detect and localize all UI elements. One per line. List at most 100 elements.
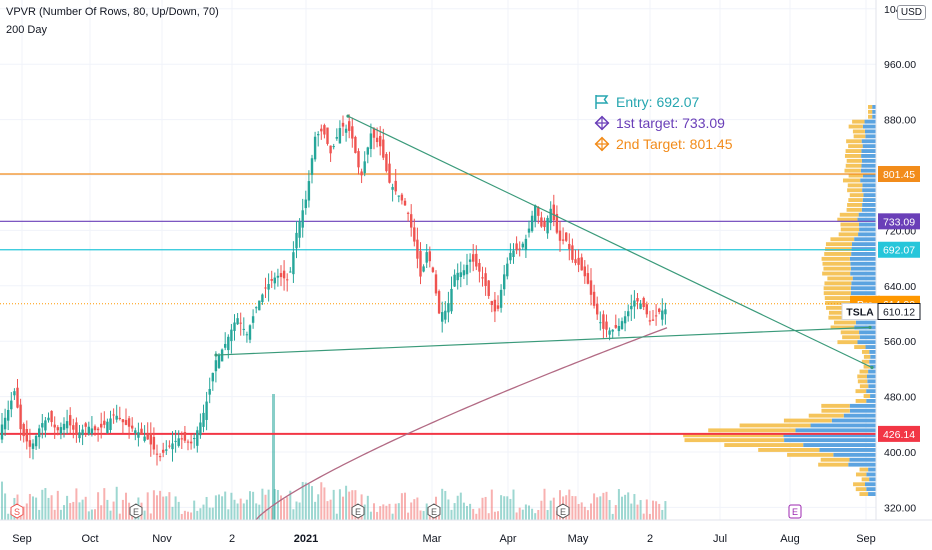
candle-body	[149, 433, 152, 445]
volume-bar	[103, 488, 106, 520]
volume-bar	[518, 507, 521, 520]
volume-bar	[400, 493, 403, 520]
candle-body	[400, 194, 404, 201]
candle-body	[385, 154, 388, 172]
candle-body	[53, 424, 56, 428]
volume-bar	[596, 497, 599, 520]
last-price-text: 610.12	[883, 306, 915, 318]
volume-bar	[63, 505, 65, 520]
volume-bar	[428, 512, 431, 520]
candle-body	[211, 372, 214, 382]
volume-bar	[242, 503, 245, 520]
candle-body	[487, 280, 490, 297]
candle-body	[96, 428, 100, 431]
x-tick-label: Jul	[713, 533, 727, 545]
volume-bar	[270, 507, 273, 520]
volume-bar	[69, 503, 72, 520]
volume-profile-down	[830, 237, 855, 242]
candle-body	[552, 204, 555, 221]
first-target-annotation[interactable]: 1st target: 733.09	[594, 115, 725, 131]
volume-profile-down	[859, 467, 869, 472]
candle-body	[661, 310, 664, 320]
candle-body	[459, 272, 462, 278]
candle-body	[227, 336, 230, 351]
level-price-text: 733.09	[883, 216, 915, 228]
candle-body	[465, 264, 469, 275]
y-tick-label: 400.00	[884, 447, 916, 459]
volume-bar	[106, 499, 109, 520]
volume-bar	[295, 501, 298, 520]
volume-bar	[624, 494, 627, 520]
candle-body	[177, 438, 180, 446]
crosshair-icon	[594, 136, 610, 152]
volume-profile-up	[843, 413, 876, 418]
volume-profile-down	[863, 354, 871, 359]
candle-body	[645, 304, 648, 315]
second-target-annotation[interactable]: 2nd Target: 801.45	[594, 136, 733, 152]
candle-body	[602, 314, 605, 329]
currency-label[interactable]: USD	[896, 5, 926, 20]
volume-bar	[171, 506, 174, 520]
candle-body	[78, 432, 81, 439]
volume-bar	[193, 500, 196, 520]
candle-body	[199, 422, 202, 436]
candle-body	[524, 238, 528, 251]
volume-profile-up	[854, 237, 876, 242]
volume-bar	[462, 502, 465, 520]
volume-profile-down	[855, 472, 867, 477]
volume-bar	[32, 496, 34, 520]
candle-body	[518, 248, 521, 250]
volume-bar	[227, 509, 230, 520]
volume-bar	[639, 500, 642, 520]
indicator-label[interactable]: VPVR (Number Of Rows, 80, Up/Down, 70)	[6, 6, 219, 18]
candle-body	[496, 305, 500, 309]
volume-profile-down	[868, 109, 873, 114]
volume-profile-down	[868, 114, 873, 119]
candle-body	[298, 221, 301, 238]
event-marker-label: E	[133, 507, 139, 517]
level-price-tag	[878, 425, 920, 442]
volume-profile-up	[862, 203, 876, 207]
volume-bar	[524, 504, 527, 520]
candle-body	[589, 280, 593, 295]
volume-profile-down	[844, 154, 862, 158]
volume-profile-up	[803, 443, 876, 447]
volume-profile-down	[861, 477, 870, 482]
entry-annotation[interactable]: Entry: 692.07	[594, 94, 699, 110]
volume-profile-down	[823, 286, 851, 291]
earnings-marker	[556, 503, 570, 519]
last-price-tag	[877, 302, 921, 320]
volume-bar	[221, 496, 224, 520]
candle-body	[220, 349, 224, 362]
candle-body	[419, 250, 422, 277]
candle-body	[255, 307, 258, 309]
candlestick-series	[0, 114, 667, 466]
volume-bar	[611, 513, 614, 520]
volume-profile-down	[821, 403, 850, 408]
candle-body	[155, 453, 159, 455]
volume-bar	[128, 502, 131, 520]
volume-bar	[537, 509, 540, 520]
volume-profile-down	[857, 379, 868, 384]
candle-body	[112, 414, 115, 416]
candle-body	[304, 199, 307, 209]
volume-bar	[320, 482, 323, 520]
candle-body	[363, 161, 366, 174]
x-tick-label: Aug	[780, 533, 800, 545]
candle-body	[72, 425, 75, 430]
volume-profile-up	[851, 281, 876, 286]
volume-profile-down	[825, 242, 852, 247]
volume-profile-up	[866, 389, 876, 394]
candle-body	[292, 252, 295, 275]
volume-bar	[645, 499, 648, 520]
event-marker-label: S	[14, 507, 20, 517]
volume-profile-down	[855, 389, 867, 394]
candle-body	[639, 303, 642, 309]
ma-label[interactable]: 200 Day	[6, 24, 47, 36]
candle-body	[425, 252, 428, 263]
volume-profile-down	[821, 256, 850, 261]
volume-bar	[493, 511, 496, 520]
volume-bar	[369, 511, 372, 520]
volume-profile-up	[869, 359, 876, 364]
